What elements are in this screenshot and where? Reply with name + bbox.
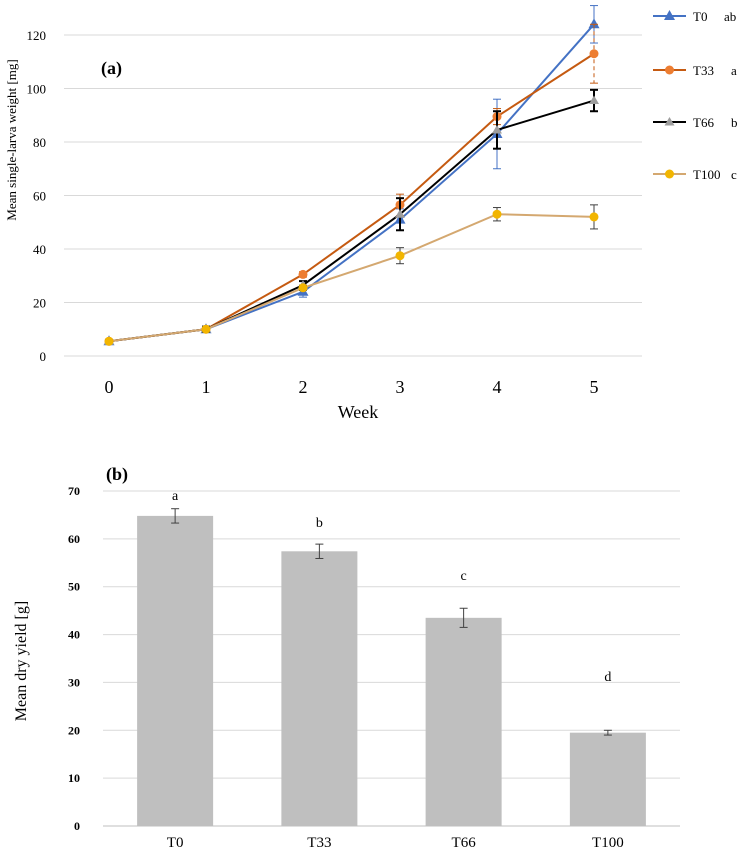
series-line	[108, 213, 595, 343]
legend-item-T100: T100 c	[653, 167, 737, 182]
y-tick-labels: 0 10 20 30 40 50 60 70	[68, 484, 80, 833]
x-tick-label: 4	[493, 377, 502, 397]
bar	[425, 617, 502, 826]
panel-label-b: (b)	[106, 464, 128, 485]
legend-label: T100	[693, 167, 720, 182]
data-point	[298, 283, 308, 293]
gridlines	[64, 34, 642, 357]
series-T100	[104, 204, 599, 346]
bar	[281, 551, 358, 826]
x-tick-labels: 0 1 2 3 4 5	[105, 377, 599, 397]
x-tick-label: T0	[167, 835, 184, 851]
y-tick-label: 60	[68, 532, 80, 546]
series-line	[108, 99, 595, 343]
data-point	[395, 209, 405, 218]
bar-chart-panel: 0 10 20 30 40 50 60 70 a b c d T0 T33 T66 T100 (b) Me…	[13, 464, 680, 851]
x-tick-label: 2	[299, 377, 308, 397]
data-point	[201, 324, 211, 334]
bars-layer: a b c d	[137, 489, 646, 826]
data-point	[589, 95, 599, 105]
legend: T0 ab T33 a T66 b T100 c	[653, 9, 738, 182]
x-tick-label: 1	[202, 377, 211, 397]
legend-item-T0: T0 ab	[653, 9, 736, 24]
y-tick-label: 50	[68, 580, 80, 594]
data-point	[492, 124, 502, 134]
y-tick-label: 80	[33, 135, 46, 150]
data-point	[298, 269, 308, 279]
legend-label: T0	[693, 9, 707, 24]
series-T33	[104, 23, 599, 346]
x-tick-label: T100	[592, 835, 624, 851]
bar-T33: b	[281, 516, 358, 826]
legend-label: T66	[693, 115, 714, 130]
y-tick-label: 100	[27, 82, 47, 97]
x-tick-label: T66	[452, 835, 477, 851]
y-tick-label: 20	[33, 296, 46, 311]
y-tick-label: 40	[33, 242, 46, 257]
x-tick-label: T33	[307, 835, 331, 851]
significance-letter: b	[316, 516, 323, 531]
data-point	[589, 212, 599, 222]
series-layer	[103, 5, 600, 346]
line-chart-panel: 0 20 40 60 80 100 120 0 1 2 3 4 5 (a) Week Mean sin…	[4, 5, 738, 422]
y-axis-title-b: Mean dry yield [g]	[13, 601, 30, 721]
y-tick-label: 60	[33, 189, 46, 204]
series-T0	[103, 5, 600, 346]
x-tick-labels: T0 T33 T66 T100	[167, 835, 624, 851]
legend-label: T33	[693, 63, 714, 78]
legend-item-T66: T66 b	[653, 115, 738, 130]
y-axis-title: Mean single-larva weight [mg]	[4, 59, 19, 220]
y-tick-label: 20	[68, 723, 80, 737]
data-point	[665, 65, 674, 75]
y-tick-labels: 0 20 40 60 80 100 120	[27, 28, 47, 364]
series-line	[108, 52, 595, 343]
y-tick-label: 70	[68, 484, 80, 498]
bar-T100: d	[569, 670, 646, 826]
y-tick-label: 120	[27, 28, 47, 43]
series-T66	[104, 88, 599, 345]
legend-group-letter: a	[731, 63, 737, 78]
data-point	[665, 169, 674, 179]
significance-letter: c	[461, 569, 467, 584]
data-point	[589, 49, 599, 59]
series-line	[108, 23, 595, 343]
x-tick-label: 5	[590, 377, 599, 397]
bar-T66: c	[425, 569, 502, 826]
legend-group-letter: b	[731, 115, 738, 130]
y-tick-label: 0	[74, 819, 80, 833]
bar-T0: a	[137, 489, 214, 826]
data-point	[588, 18, 600, 29]
significance-letter: d	[604, 670, 611, 685]
data-point	[664, 117, 675, 126]
data-point	[664, 10, 675, 20]
data-point	[395, 251, 405, 261]
data-point	[104, 336, 114, 346]
legend-group-letter: ab	[724, 9, 736, 24]
significance-letter: a	[172, 489, 179, 504]
y-tick-label: 10	[68, 771, 80, 785]
x-axis-title: Week	[338, 402, 379, 422]
panel-label-a: (a)	[101, 58, 122, 79]
x-tick-label: 3	[396, 377, 405, 397]
x-tick-label: 0	[105, 377, 114, 397]
y-tick-label: 0	[40, 349, 47, 364]
legend-item-T33: T33 a	[653, 63, 737, 78]
bar	[569, 732, 646, 826]
legend-group-letter: c	[731, 167, 737, 182]
data-point	[492, 209, 502, 219]
bar	[137, 515, 214, 826]
y-tick-label: 30	[68, 675, 80, 689]
y-tick-label: 40	[68, 628, 80, 642]
